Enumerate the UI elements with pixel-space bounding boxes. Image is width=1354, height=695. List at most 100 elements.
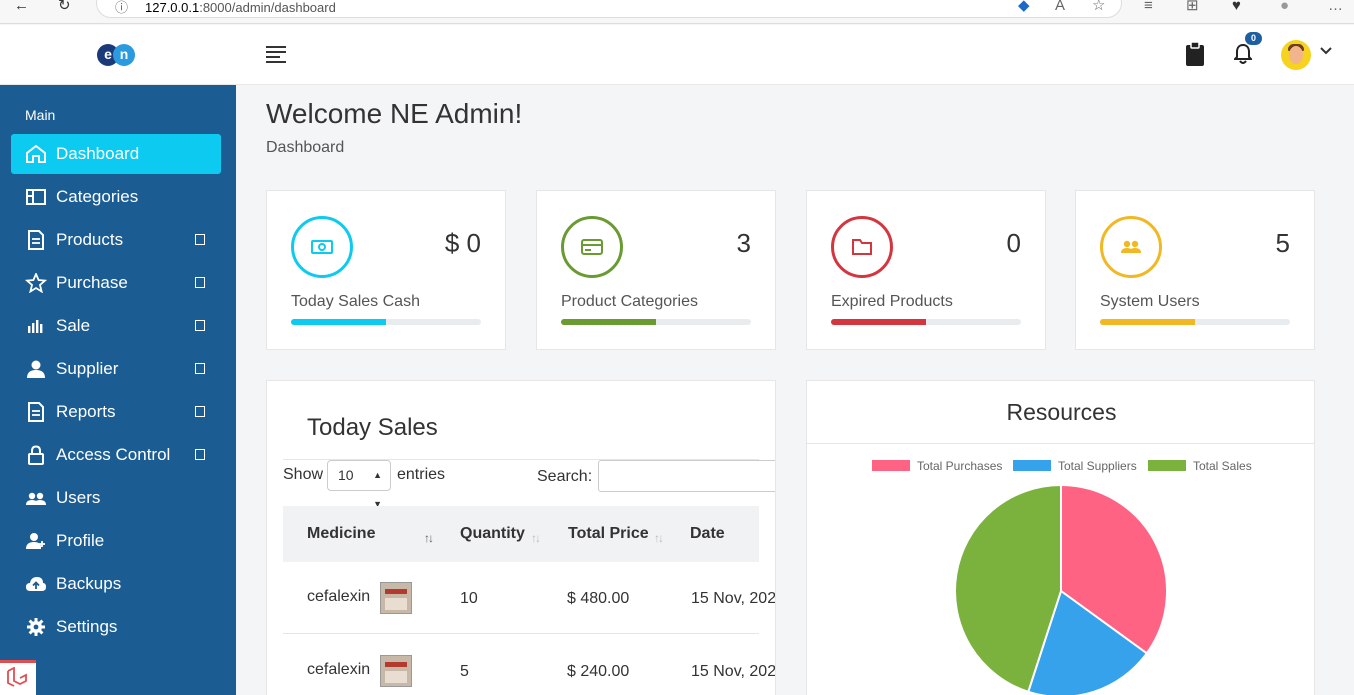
sidebar-item-sale[interactable]: Sale [11, 306, 221, 346]
medicine-thumbnail [380, 655, 412, 687]
table-row: cefalexin 10 $ 480.00 15 Nov, 2022 [283, 562, 775, 634]
laravel-debug-icon[interactable] [0, 660, 36, 695]
heartbeat-icon[interactable]: ♥ [1232, 0, 1241, 14]
divider [283, 459, 759, 460]
page-length-value: 10 [338, 467, 354, 483]
stat-progress-fill [291, 319, 386, 325]
top-header: e n 0 [0, 25, 1354, 85]
table-header: Medicine ↑↓ Quantity ↑↓ Total Price ↑↓ D… [283, 506, 759, 562]
sidebar-heading: Main [25, 107, 56, 123]
star-icon [25, 273, 47, 293]
bell-icon[interactable] [1234, 44, 1252, 64]
favorite-add-icon[interactable]: ☆ [1092, 0, 1106, 14]
column-header-date[interactable]: Date [690, 525, 725, 542]
sidebar-item-dashboard[interactable]: Dashboard [11, 134, 221, 174]
read-aloud-icon[interactable]: A [1055, 0, 1066, 14]
table-row: cefalexin 5 $ 240.00 15 Nov, 2022 [283, 635, 775, 695]
today-sales-title: Today Sales [307, 414, 438, 441]
chevron-down-icon[interactable] [1320, 47, 1332, 55]
users-icon [1121, 240, 1141, 253]
address-bar[interactable]: ⓘ 127.0.0.1:8000/admin/dashboard [96, 0, 1122, 18]
legend-item-total-purchases[interactable]: Total Purchases [872, 459, 1002, 473]
stat-title: Product Categories [561, 293, 698, 310]
sidebar-item-reports[interactable]: Reports [11, 392, 221, 432]
stat-value: 3 [736, 228, 751, 258]
back-arrow-icon[interactable]: ← [14, 0, 29, 14]
folder-icon [852, 239, 872, 255]
stat-card-expired-products[interactable]: 0 Expired Products [806, 190, 1046, 350]
sidebar-item-label: Reports [56, 402, 116, 421]
cell-medicine: cefalexin [307, 661, 371, 678]
column-header-quantity[interactable]: Quantity [460, 525, 525, 542]
sidebar-item-purchase[interactable]: Purchase [11, 263, 221, 303]
page-title: Welcome NE Admin! [266, 98, 523, 129]
menu-toggle-icon[interactable] [266, 46, 286, 63]
expand-icon [195, 363, 205, 374]
resources-card: Resources Total Purchases Total Supplier… [806, 380, 1315, 695]
app-logo[interactable]: e n [97, 44, 135, 66]
stat-value: $ 0 [444, 228, 481, 258]
legend-item-total-suppliers[interactable]: Total Suppliers [1013, 459, 1137, 473]
reload-icon[interactable]: ↻ [58, 0, 71, 14]
legend-item-total-sales[interactable]: Total Sales [1148, 459, 1252, 473]
stat-card-sales-cash[interactable]: $ 0 Today Sales Cash [266, 190, 506, 350]
sidebar-item-access-control[interactable]: Access Control [11, 435, 221, 475]
bar-chart-icon [28, 320, 43, 333]
pie-slice-total-sales[interactable] [954, 483, 1062, 694]
notification-badge: 0 [1245, 32, 1262, 45]
sidebar-item-products[interactable]: Products [11, 220, 221, 260]
column-header-medicine[interactable]: Medicine [307, 525, 376, 542]
avatar[interactable] [1281, 40, 1311, 70]
sort-icon[interactable]: ↑↓ [424, 531, 434, 545]
user-plus-icon [26, 533, 45, 549]
sort-icon[interactable]: ↑↓ [654, 531, 664, 545]
sidebar-item-label: Categories [56, 187, 139, 206]
cell-medicine: cefalexin [307, 588, 371, 605]
column-header-total-price[interactable]: Total Price [568, 525, 649, 542]
more-icon[interactable]: … [1328, 0, 1343, 14]
browser-profile-icon[interactable]: ● [1280, 0, 1290, 14]
today-sales-card: Today Sales Show 10 ▲ ▼ entries Search: M… [266, 380, 776, 695]
search-label: Search: [537, 468, 593, 485]
stat-card-system-users[interactable]: 5 System Users [1075, 190, 1315, 350]
breadcrumb: Dashboard [266, 139, 345, 156]
expand-icon [195, 406, 205, 417]
sidebar-item-profile[interactable]: Profile [11, 521, 221, 561]
tag-icon[interactable]: ◆ [1018, 0, 1030, 14]
cell-total-price: $ 480.00 [567, 590, 630, 607]
stat-card-product-categories[interactable]: 3 Product Categories [536, 190, 776, 350]
sidebar-item-categories[interactable]: Categories [11, 177, 221, 217]
stat-progress-bar [561, 319, 751, 325]
sidebar-item-label: Backups [56, 574, 122, 593]
stat-title: Expired Products [831, 293, 953, 310]
stat-progress-bar [831, 319, 1021, 325]
site-info-icon[interactable]: ⓘ [115, 0, 129, 15]
stat-progress-bar [291, 319, 481, 325]
search-input[interactable] [598, 460, 775, 492]
stat-progress-fill [831, 319, 926, 325]
clipboard-icon[interactable] [1186, 42, 1204, 66]
medicine-thumbnail [380, 582, 412, 614]
favorites-icon[interactable]: ≡ [1144, 0, 1153, 14]
collections-icon[interactable]: ⊞ [1186, 0, 1199, 14]
resources-title: Resources [1006, 399, 1117, 425]
sidebar-item-label: Products [56, 230, 124, 249]
browser-toolbar: ← ↻ ⓘ 127.0.0.1:8000/admin/dashboard ◆ A… [0, 0, 1354, 24]
url-text: 127.0.0.1:8000/admin/dashboard [145, 1, 336, 14]
pie-slice-total-purchases[interactable] [1060, 483, 1168, 655]
sidebar-item-label: Supplier [56, 359, 119, 378]
gear-icon [27, 618, 45, 636]
sidebar-item-supplier[interactable]: Supplier [11, 349, 221, 389]
entries-label: entries [397, 466, 446, 483]
page-length-select[interactable]: 10 ▲ ▼ [327, 460, 391, 509]
sidebar-item-settings[interactable]: Settings [11, 607, 221, 647]
sort-icon[interactable]: ↑↓ [531, 531, 541, 545]
divider [807, 443, 1314, 444]
home-icon [26, 144, 46, 163]
cell-quantity: 5 [460, 663, 469, 680]
sidebar-item-backups[interactable]: Backups [11, 564, 221, 604]
document-icon [28, 402, 44, 422]
sidebar-item-users[interactable]: Users [11, 478, 221, 518]
sidebar-item-label: Dashboard [56, 144, 140, 163]
stat-progress-bar [1100, 319, 1290, 325]
